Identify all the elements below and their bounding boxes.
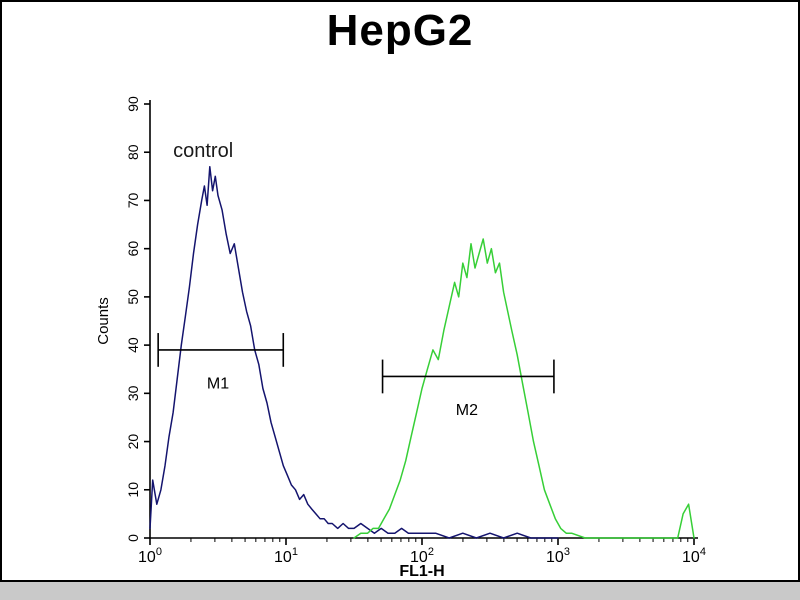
y-tick-label: 50 <box>125 289 141 305</box>
y-tick-label: 40 <box>125 337 141 353</box>
flow-histogram: 0 10 20 30 40 50 60 70 80 90 Counts 100 101 102 103 104… <box>95 96 706 580</box>
y-tick-label: 90 <box>125 96 141 112</box>
axes <box>149 100 698 539</box>
gate-marker-m2: M2 <box>381 359 555 419</box>
gate-label: M1 <box>207 376 229 393</box>
x-tick-label: 102 <box>410 546 434 566</box>
series-control <box>149 165 559 539</box>
gate-label: M2 <box>456 402 478 419</box>
chart-title: HepG2 <box>326 6 474 55</box>
y-axis-ticks: 0 10 20 30 40 50 60 70 80 90 Counts <box>95 96 150 542</box>
y-tick-label: 10 <box>125 482 141 498</box>
figure-frame: HepG2 0 10 20 30 40 50 60 70 80 90 Counts 100 101 102… <box>0 0 800 582</box>
series-green-sample <box>353 238 695 539</box>
y-tick-label: 60 <box>125 241 141 257</box>
x-axis-ticks: 100 101 102 103 104 FL1-H <box>138 538 706 580</box>
x-axis-label: FL1-H <box>399 563 444 580</box>
x-tick-label: 101 <box>274 546 298 566</box>
x-tick-label: 104 <box>682 546 706 566</box>
y-tick-label: 80 <box>125 144 141 160</box>
y-axis-label: Counts <box>95 297 112 345</box>
gate-marker-m1: M1 <box>157 333 285 393</box>
y-tick-label: 70 <box>125 192 141 208</box>
y-tick-label: 30 <box>125 385 141 401</box>
x-tick-label: 103 <box>546 546 570 566</box>
y-tick-label: 0 <box>125 534 141 542</box>
y-tick-label: 20 <box>125 434 141 450</box>
bottom-strip <box>0 582 800 600</box>
x-tick-label: 100 <box>138 546 162 566</box>
annotation-control: control <box>173 140 233 162</box>
